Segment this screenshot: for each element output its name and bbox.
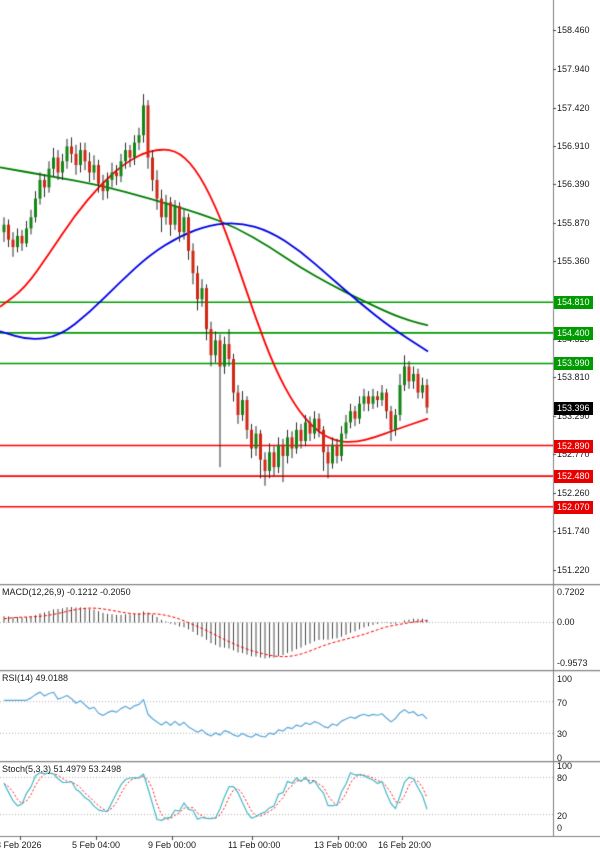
price-axis-label: 158.460 [557, 25, 590, 35]
time-axis-label: 3 Feb 2026 [0, 840, 42, 850]
macd-indicator-label: MACD(12,26,9) -0.1212 -0.2050 [2, 587, 131, 597]
price-level-badge: 152.480 [554, 470, 593, 484]
price-axis-label: 153.290 [557, 410, 590, 421]
rsi-axis-label: 0 [557, 753, 563, 763]
macd-axis-label: -0.9573 [557, 658, 588, 668]
time-axis-label: 11 Feb 00:00 [228, 840, 281, 850]
rsi-axis-label: 100 [557, 674, 573, 684]
price-level-badge: 154.400 [554, 326, 593, 340]
price-axis-label: 155.870 [557, 218, 590, 229]
price-axis-label: 156.910 [557, 140, 590, 151]
price-axis-label: 152.260 [557, 487, 590, 498]
price-level-badge: 153.990 [554, 357, 593, 371]
rsi-indicator-label: RSI(14) 49.0188 [2, 673, 69, 683]
stoch-axis-label: 0 [557, 823, 563, 833]
price-axis-label: 151.220 [557, 565, 590, 576]
price-axis-label: 155.360 [557, 256, 590, 267]
price-level-badge: 154.810 [554, 296, 593, 310]
price-level-badge: 152.070 [554, 500, 593, 514]
price-axis-label: 156.390 [557, 179, 590, 190]
macd-axis-label: 0.00 [557, 617, 575, 628]
macd-axis-label: 0.7202 [557, 587, 585, 597]
stoch-axis-label: 20 [557, 810, 568, 821]
price-axis-label: 153.810 [557, 371, 590, 382]
price-axis-label: 157.940 [557, 63, 590, 74]
price-axis-label: 151.740 [557, 526, 590, 537]
time-axis-label: 5 Feb 04:00 [72, 840, 121, 850]
current-price-badge: 153.396 [554, 401, 593, 415]
time-axis-label: 16 Feb 20:00 [378, 840, 432, 850]
rsi-axis-label: 70 [557, 697, 568, 708]
stoch-indicator-label: Stoch(5,3,3) 51.4979 53.2498 [2, 764, 122, 774]
time-axis-label: 9 Feb 00:00 [148, 840, 197, 850]
rsi-axis-label: 30 [557, 729, 568, 740]
price-axis-label: 152.770 [557, 449, 590, 460]
price-level-badge: 152.890 [554, 439, 593, 453]
stoch-axis-label: 80 [557, 773, 568, 784]
time-axis-label: 13 Feb 00:00 [314, 840, 368, 850]
stoch-axis-label: 100 [557, 761, 573, 771]
price-axis-label: 157.420 [557, 102, 590, 113]
